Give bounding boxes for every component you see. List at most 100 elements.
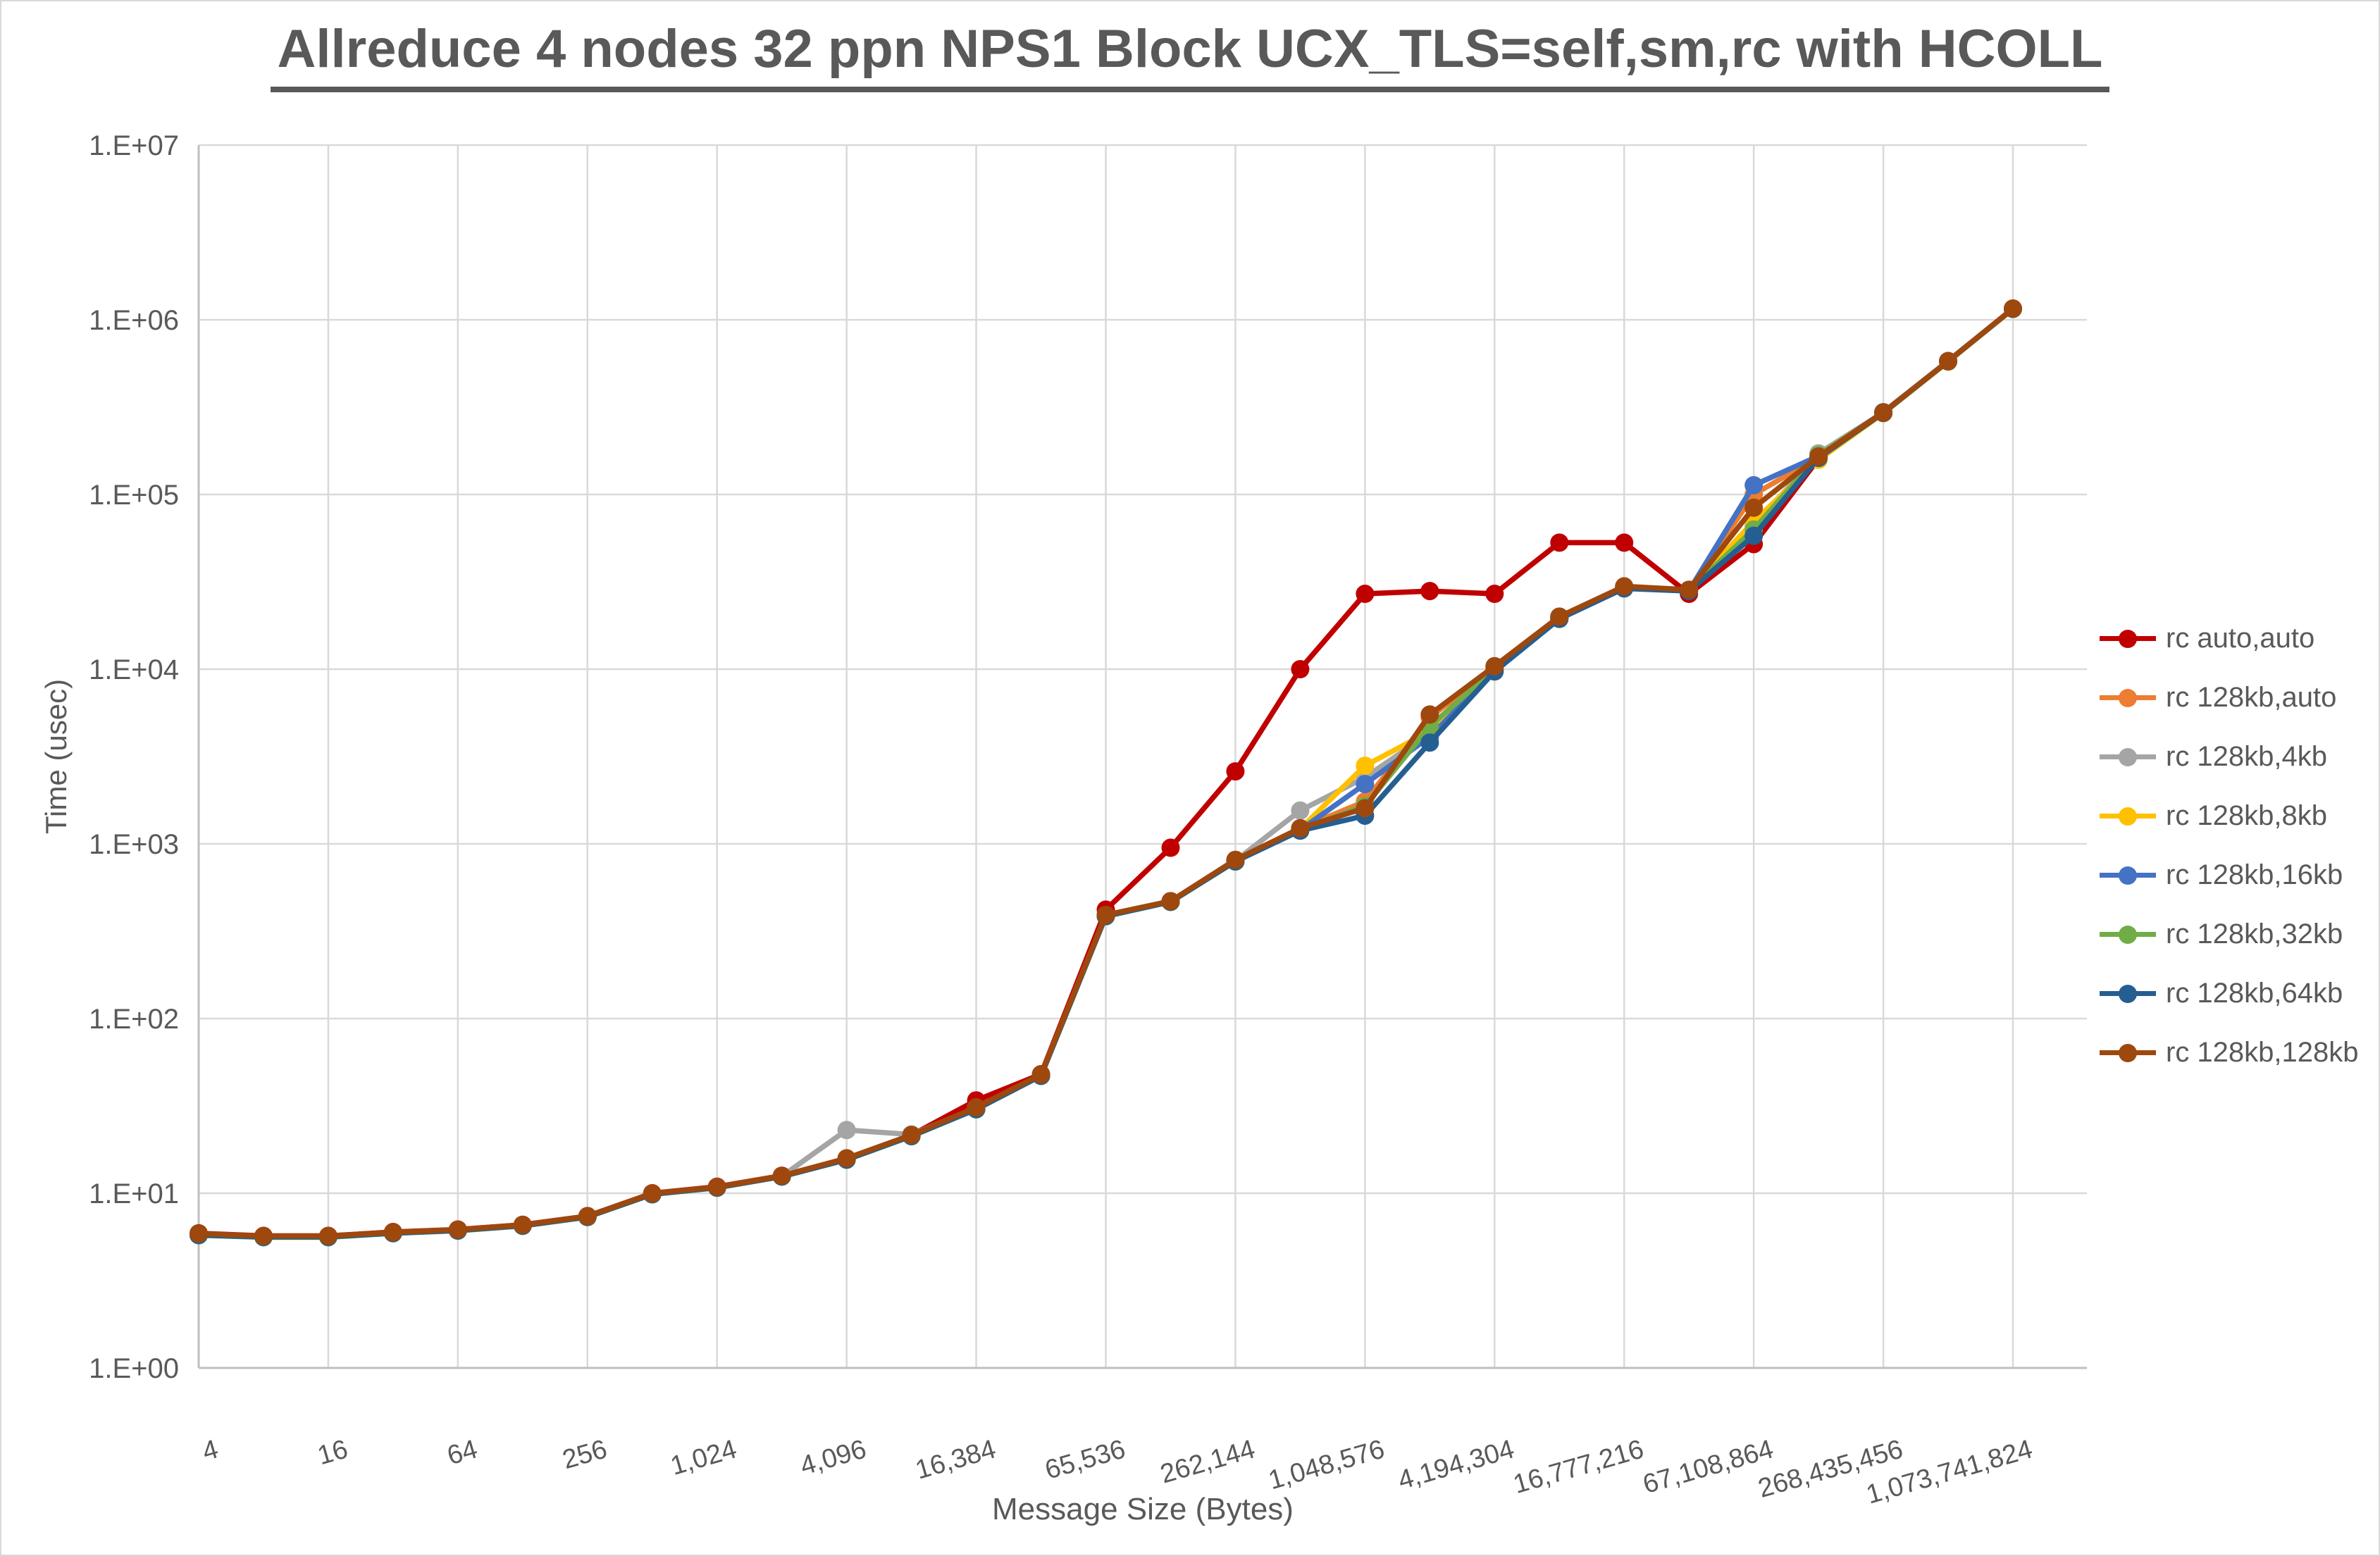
legend-label: rc 128kb,16kb	[2166, 859, 2343, 890]
legend-dot-icon	[2119, 925, 2137, 944]
y-tick-label: 1.E+00	[89, 1353, 179, 1384]
series-rc-128kb-128kb	[190, 299, 2022, 1245]
data-point	[1356, 775, 1375, 794]
legend-marker-icon	[2100, 747, 2156, 766]
data-point	[1226, 762, 1245, 781]
legend-item: rc 128kb,4kb	[2100, 740, 2359, 772]
x-tick-label: 16,384	[912, 1434, 999, 1485]
data-point	[643, 1184, 662, 1203]
legend-marker-icon	[2100, 866, 2156, 885]
data-point	[318, 1226, 337, 1245]
data-point	[772, 1166, 791, 1185]
x-tick-label: 64	[444, 1434, 481, 1471]
legend-dot-icon	[2119, 688, 2137, 707]
legend-marker-icon	[2100, 925, 2156, 944]
y-tick-label: 1.E+06	[89, 305, 179, 336]
x-tick-label: 4	[199, 1434, 222, 1467]
legend-marker-icon	[2100, 688, 2156, 707]
x-tick-label: 256	[559, 1434, 611, 1475]
data-point	[448, 1220, 467, 1239]
data-point	[383, 1223, 402, 1242]
legend-marker-icon	[2100, 629, 2156, 648]
data-point	[1291, 819, 1310, 838]
x-tick-label: 4,096	[797, 1434, 869, 1481]
legend-dot-icon	[2119, 629, 2137, 648]
legend-item: rc 128kb,16kb	[2100, 859, 2359, 890]
data-point	[1356, 585, 1375, 604]
x-tick-label: 1,048,576	[1265, 1434, 1388, 1495]
data-point	[1939, 351, 1958, 371]
legend-dot-icon	[2119, 807, 2137, 826]
chart-title: Allreduce 4 nodes 32 ppn NPS1 Block UCX_…	[1, 18, 2379, 92]
chart-title-text: Allreduce 4 nodes 32 ppn NPS1 Block UCX_…	[270, 18, 2110, 92]
legend-label: rc auto,auto	[2166, 622, 2315, 654]
data-point	[902, 1126, 921, 1145]
data-point	[1161, 892, 1180, 911]
legend: rc auto,auto rc 128kb,auto rc 128kb,4kb rc …	[2100, 622, 2359, 1068]
data-point	[1031, 1065, 1050, 1084]
y-tick-label: 1.E+03	[89, 829, 179, 860]
legend-marker-icon	[2100, 807, 2156, 826]
legend-marker-icon	[2100, 1043, 2156, 1062]
x-tick-label: 1,024	[667, 1434, 740, 1481]
y-tick-label: 1.E+04	[89, 654, 179, 685]
legend-item: rc 128kb,8kb	[2100, 799, 2359, 831]
data-point	[1485, 656, 1504, 676]
data-point	[1744, 475, 1764, 494]
legend-item: rc 128kb,64kb	[2100, 977, 2359, 1009]
legend-label: rc 128kb,4kb	[2166, 740, 2328, 772]
data-point	[707, 1178, 726, 1197]
data-point	[1356, 799, 1375, 818]
legend-label: rc 128kb,128kb	[2166, 1036, 2359, 1068]
data-point	[1550, 533, 1569, 552]
legend-label: rc 128kb,64kb	[2166, 977, 2343, 1009]
y-axis-title: Time (usec)	[39, 678, 73, 835]
data-point	[1356, 757, 1375, 776]
legend-item: rc 128kb,128kb	[2100, 1036, 2359, 1068]
legend-dot-icon	[2119, 866, 2137, 885]
data-point	[1420, 582, 1439, 601]
x-axis-title: Message Size (Bytes)	[992, 1492, 1294, 1526]
data-point	[2004, 299, 2022, 318]
data-point	[513, 1215, 532, 1234]
data-point	[1615, 577, 1634, 596]
data-point	[1874, 403, 1893, 422]
data-point	[1096, 905, 1115, 924]
y-tick-label: 1.E+01	[89, 1178, 179, 1209]
data-point	[1420, 705, 1439, 724]
x-tick-label: 16,777,216	[1510, 1434, 1647, 1500]
legend-label: rc 128kb,auto	[2166, 681, 2337, 713]
data-point	[1161, 838, 1180, 857]
data-point	[1809, 447, 1828, 466]
legend-marker-icon	[2100, 984, 2156, 1003]
data-point	[1680, 580, 1699, 599]
y-tick-label: 1.E+05	[89, 480, 179, 511]
legend-dot-icon	[2119, 747, 2137, 766]
data-point	[1291, 660, 1310, 678]
x-tick-label: 4,194,304	[1395, 1434, 1518, 1495]
data-point	[1291, 801, 1310, 820]
data-point	[1485, 585, 1504, 604]
legend-item: rc auto,auto	[2100, 622, 2359, 654]
y-tick-label: 1.E+02	[89, 1004, 179, 1035]
legend-label: rc 128kb,8kb	[2166, 799, 2328, 831]
legend-dot-icon	[2119, 984, 2137, 1003]
x-tick-label: 67,108,864	[1640, 1434, 1776, 1500]
data-point	[578, 1207, 597, 1226]
data-point	[967, 1098, 986, 1117]
legend-label: rc 128kb,32kb	[2166, 918, 2343, 950]
data-point	[1226, 850, 1245, 869]
x-tick-label: 65,536	[1042, 1434, 1129, 1485]
data-point	[1615, 533, 1634, 552]
y-tick-label: 1.E+07	[89, 130, 179, 161]
data-point	[837, 1149, 856, 1168]
x-tick-label: 262,144	[1157, 1434, 1258, 1489]
legend-item: rc 128kb,32kb	[2100, 918, 2359, 950]
data-point	[254, 1226, 273, 1245]
data-point	[1550, 607, 1569, 626]
data-point	[190, 1224, 208, 1243]
legend-dot-icon	[2119, 1043, 2137, 1062]
data-point	[1744, 526, 1764, 545]
